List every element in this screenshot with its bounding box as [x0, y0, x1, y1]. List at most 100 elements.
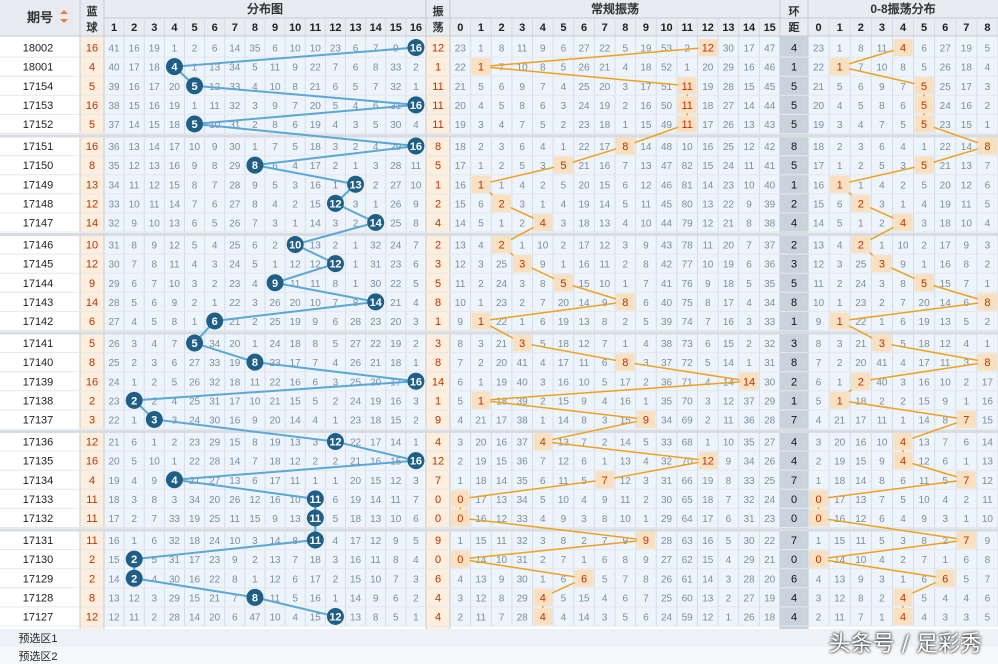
- r08-col-label: 5: [921, 22, 927, 34]
- dist-miss-cell: 10: [370, 574, 382, 585]
- dist-miss-cell: 12: [109, 612, 121, 623]
- dist-miss-cell: 3: [252, 298, 258, 309]
- swing-marker: [636, 531, 656, 549]
- header-distribution: 分布图: [247, 1, 283, 16]
- regular-miss-cell: 1: [561, 260, 567, 271]
- dist-miss-cell: 6: [292, 120, 298, 131]
- regular-miss-cell: 1: [458, 536, 464, 547]
- r08-miss-cell: 3: [879, 574, 885, 585]
- r08-miss-cell: 2: [858, 161, 864, 172]
- r08-number: 6: [942, 573, 948, 585]
- regular-miss-cell: 29: [764, 396, 776, 407]
- r08-miss-cell: 19: [919, 317, 931, 328]
- regular-miss-cell: 46: [661, 180, 673, 191]
- regular-miss-cell: 5: [581, 476, 587, 487]
- r08-number: 4: [900, 592, 906, 604]
- regular-miss-cell: 5: [602, 574, 608, 585]
- ring-cell: 1: [791, 179, 797, 191]
- dist-miss-cell: 25: [189, 396, 201, 407]
- dist-miss-cell: 2: [353, 218, 359, 229]
- period-cell: 17130: [23, 554, 54, 566]
- regular-miss-cell: 8: [499, 44, 505, 55]
- regular-miss-cell: 44: [764, 101, 776, 112]
- dist-miss-cell: 29: [169, 593, 181, 604]
- swing-cell: 11: [432, 81, 443, 93]
- dist-miss-cell: 8: [333, 279, 339, 290]
- regular-miss-cell: 7: [623, 574, 629, 585]
- dist-miss-cell: 30: [169, 574, 181, 585]
- r08-miss-cell: 4: [921, 199, 927, 210]
- dist-miss-cell: 6: [131, 279, 137, 290]
- dist-miss-cell: 1: [333, 415, 339, 426]
- swing-cell: 8: [435, 141, 441, 153]
- dist-miss-cell: 5: [172, 377, 178, 388]
- regular-miss-cell: 37: [661, 358, 673, 369]
- regular-miss-cell: 18: [764, 612, 776, 623]
- r08-miss-cell: 13: [940, 317, 952, 328]
- regular-miss-cell: 2: [478, 279, 484, 290]
- regular-miss-cell: 48: [661, 142, 673, 153]
- r08-miss-cell: 14: [919, 415, 931, 426]
- regular-miss-cell: 8: [602, 317, 608, 328]
- dist-miss-cell: 22: [189, 457, 201, 468]
- ring-col-bg: [780, 36, 808, 664]
- r08-number: 5: [921, 119, 927, 131]
- r08-number: 5: [921, 81, 927, 93]
- dist-miss-cell: 15: [109, 555, 121, 566]
- regular-miss-cell: 5: [623, 612, 629, 623]
- r08-miss-cell: 12: [940, 339, 952, 350]
- regular-miss-cell: 74: [682, 317, 694, 328]
- dist-miss-cell: 6: [252, 476, 258, 487]
- ring-cell: 6: [791, 573, 797, 585]
- dist-miss-cell: 20: [370, 377, 382, 388]
- regular-miss-cell: 38: [517, 415, 529, 426]
- regular-miss-cell: 7: [561, 555, 567, 566]
- r08-miss-cell: 10: [897, 241, 909, 252]
- dist-miss-cell: 13: [149, 161, 161, 172]
- dist-miss-cell: 12: [370, 536, 382, 547]
- blue-ball-marker: [246, 156, 264, 174]
- blue-ball-number: 4: [171, 475, 178, 487]
- swing-number: 12: [702, 456, 714, 468]
- blue-ball-number: 2: [131, 573, 137, 585]
- regular-miss-cell: 6: [705, 339, 711, 350]
- dist-col-label: 3: [151, 22, 157, 34]
- regular-miss-cell: 17: [640, 82, 652, 93]
- dist-miss-cell: 21: [370, 358, 382, 369]
- regular-miss-cell: 8: [519, 101, 525, 112]
- regular-miss-cell: 7: [643, 279, 649, 290]
- dist-miss-cell: 17: [270, 476, 282, 487]
- swing-number: 9: [643, 535, 649, 547]
- dist-miss-cell: 5: [292, 142, 298, 153]
- dist-miss-cell: 5: [252, 63, 258, 74]
- r08-miss-cell: 3: [900, 536, 906, 547]
- r08-number: 3: [879, 338, 885, 350]
- regular-miss-cell: 37: [517, 438, 529, 449]
- swing-marker: [512, 334, 532, 352]
- r08-miss-cell: 11: [856, 536, 867, 547]
- r08-miss-cell: 2: [985, 317, 991, 328]
- r08-miss-cell: 14: [940, 298, 952, 309]
- dist-miss-cell: 12: [129, 593, 141, 604]
- dist-miss-cell: 12: [290, 457, 302, 468]
- swing-cell: 8: [435, 357, 441, 369]
- dist-miss-cell: 3: [413, 574, 419, 585]
- blue-ball-cell: 8: [89, 160, 95, 172]
- period-cell: 17134: [23, 475, 54, 487]
- dist-miss-cell: 5: [313, 396, 319, 407]
- swing-marker: [677, 115, 697, 133]
- r08-miss-cell: 2: [900, 396, 906, 407]
- regular-miss-cell: 23: [496, 298, 508, 309]
- r08-miss-cell: 7: [964, 279, 970, 290]
- blue-ball-marker: [206, 312, 224, 330]
- dist-miss-cell: 34: [189, 495, 201, 506]
- dist-miss-cell: 31: [209, 396, 221, 407]
- dist-miss-cell: 47: [249, 612, 261, 623]
- regular-miss-cell: 15: [744, 82, 756, 93]
- blue-ball-cell: 16: [86, 456, 98, 468]
- regular-miss-cell: 6: [746, 260, 752, 271]
- blue-ball-number: 13: [349, 179, 361, 191]
- dist-miss-cell: 25: [270, 317, 282, 328]
- dist-miss-cell: 2: [333, 396, 339, 407]
- dist-col-label: 5: [192, 22, 198, 34]
